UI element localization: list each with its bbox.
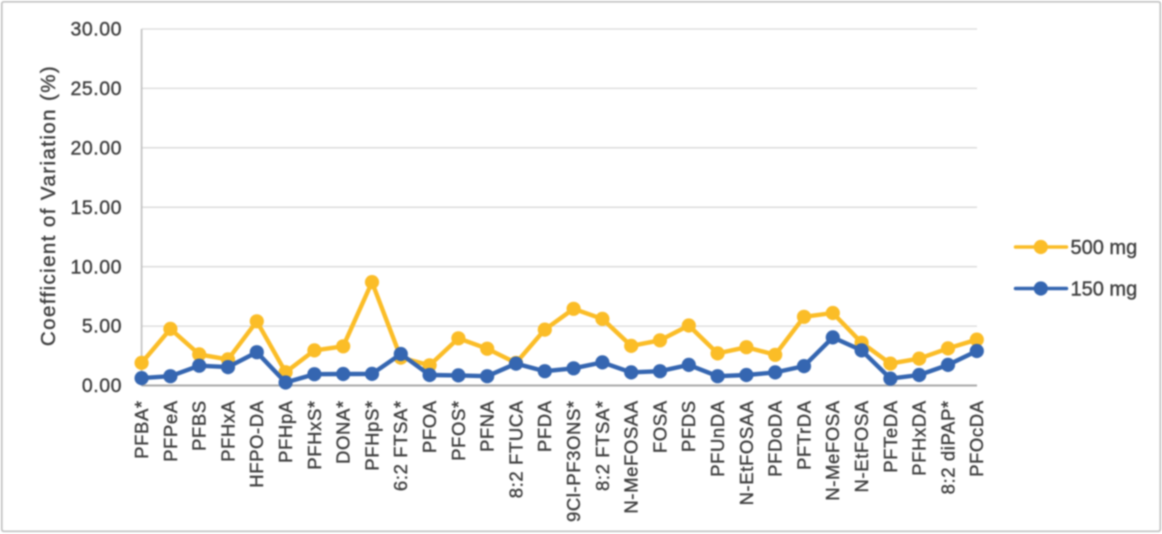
svg-text:N-EtFOSA: N-EtFOSA (851, 400, 872, 492)
svg-text:0.00: 0.00 (82, 375, 122, 397)
svg-text:PFHxA: PFHxA (217, 400, 238, 462)
svg-text:HFPO-DA: HFPO-DA (246, 400, 267, 488)
svg-text:PFDoDA: PFDoDA (765, 400, 786, 477)
svg-text:25.00: 25.00 (70, 78, 122, 100)
svg-text:PFTrDA: PFTrDA (793, 400, 814, 470)
svg-text:PFHpA: PFHpA (275, 400, 296, 463)
svg-text:8:2 FTSA*: 8:2 FTSA* (592, 400, 613, 491)
svg-text:PFUnDA: PFUnDA (707, 400, 728, 477)
svg-text:500 mg: 500 mg (1071, 237, 1138, 259)
svg-text:10.00: 10.00 (70, 256, 122, 278)
svg-text:PFOA: PFOA (419, 400, 440, 453)
svg-text:PFBA*: PFBA* (131, 400, 152, 459)
svg-text:DONA*: DONA* (333, 400, 354, 464)
svg-text:150 mg: 150 mg (1071, 279, 1138, 301)
svg-text:PFNA: PFNA (477, 400, 498, 452)
svg-text:N-MeFOSA: N-MeFOSA (822, 400, 843, 500)
svg-text:N-MeFOSAA: N-MeFOSAA (621, 400, 642, 513)
svg-text:8:2 diPAP*: 8:2 diPAP* (937, 400, 958, 494)
svg-text:PFHxS*: PFHxS* (304, 400, 325, 469)
svg-text:PFOS*: PFOS* (448, 400, 469, 461)
svg-text:PFHpS*: PFHpS* (361, 400, 382, 470)
svg-text:20.00: 20.00 (70, 137, 122, 159)
svg-text:PFTeDA: PFTeDA (880, 400, 901, 473)
svg-text:FOSA: FOSA (649, 400, 670, 453)
svg-text:30.00: 30.00 (70, 19, 122, 41)
svg-text:PFBS: PFBS (189, 400, 210, 451)
svg-text:PFDS: PFDS (678, 400, 699, 452)
svg-text:PFHxDA: PFHxDA (909, 400, 930, 476)
svg-text:9Cl-PF3ONS*: 9Cl-PF3ONS* (563, 400, 584, 522)
svg-text:PFPeA: PFPeA (160, 400, 181, 462)
svg-text:15.00: 15.00 (70, 197, 122, 219)
svg-text:Coefficient of Variation (%): Coefficient of Variation (%) (37, 65, 60, 346)
svg-text:PFOcDA: PFOcDA (966, 400, 987, 477)
svg-text:PFDA: PFDA (534, 400, 555, 452)
svg-text:8:2 FTUCA: 8:2 FTUCA (505, 400, 526, 498)
svg-text:6:2 FTSA*: 6:2 FTSA* (390, 400, 411, 491)
svg-text:N-EtFOSAA: N-EtFOSAA (736, 400, 757, 505)
svg-text:5.00: 5.00 (82, 316, 122, 338)
